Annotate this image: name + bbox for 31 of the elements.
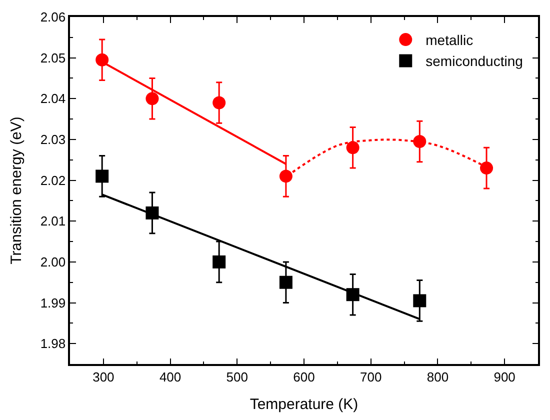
y-tick-label: 2.01: [40, 214, 66, 229]
point: [346, 141, 360, 154]
point: [96, 53, 109, 66]
y-axis-title: Transition energy (eV): [8, 116, 26, 264]
point: [212, 255, 226, 268]
y-tick-label: 2.04: [40, 91, 66, 106]
point: [279, 170, 292, 183]
y-tick-label: 1.99: [40, 295, 66, 310]
x-axis-title: Temperature (K): [250, 396, 358, 413]
point: [212, 96, 226, 110]
point: [146, 92, 159, 106]
y-tick-label: 2.05: [40, 50, 66, 66]
x-tick-label: 300: [92, 369, 114, 384]
y-tick-label: 1.98: [40, 336, 66, 352]
y-tick-label: 2.00: [40, 254, 66, 270]
point: [480, 162, 494, 175]
x-tick-label: 800: [426, 369, 449, 384]
legend-label: metallic: [426, 32, 474, 48]
x-tick-label: 900: [494, 369, 516, 384]
legend-label: semiconducting: [426, 53, 523, 70]
x-tick-label: 700: [360, 369, 382, 384]
x-tick-label: 500: [226, 369, 248, 384]
y-tick-label: 2.06: [40, 10, 66, 25]
point: [413, 135, 426, 148]
point: [279, 276, 292, 289]
y-tick-label: 2.02: [40, 172, 66, 188]
x-tick-label: 600: [293, 369, 315, 384]
point: [96, 170, 109, 183]
point: [413, 294, 426, 308]
x-tick-label: 400: [159, 369, 182, 384]
y-tick-label: 2.03: [40, 132, 66, 148]
